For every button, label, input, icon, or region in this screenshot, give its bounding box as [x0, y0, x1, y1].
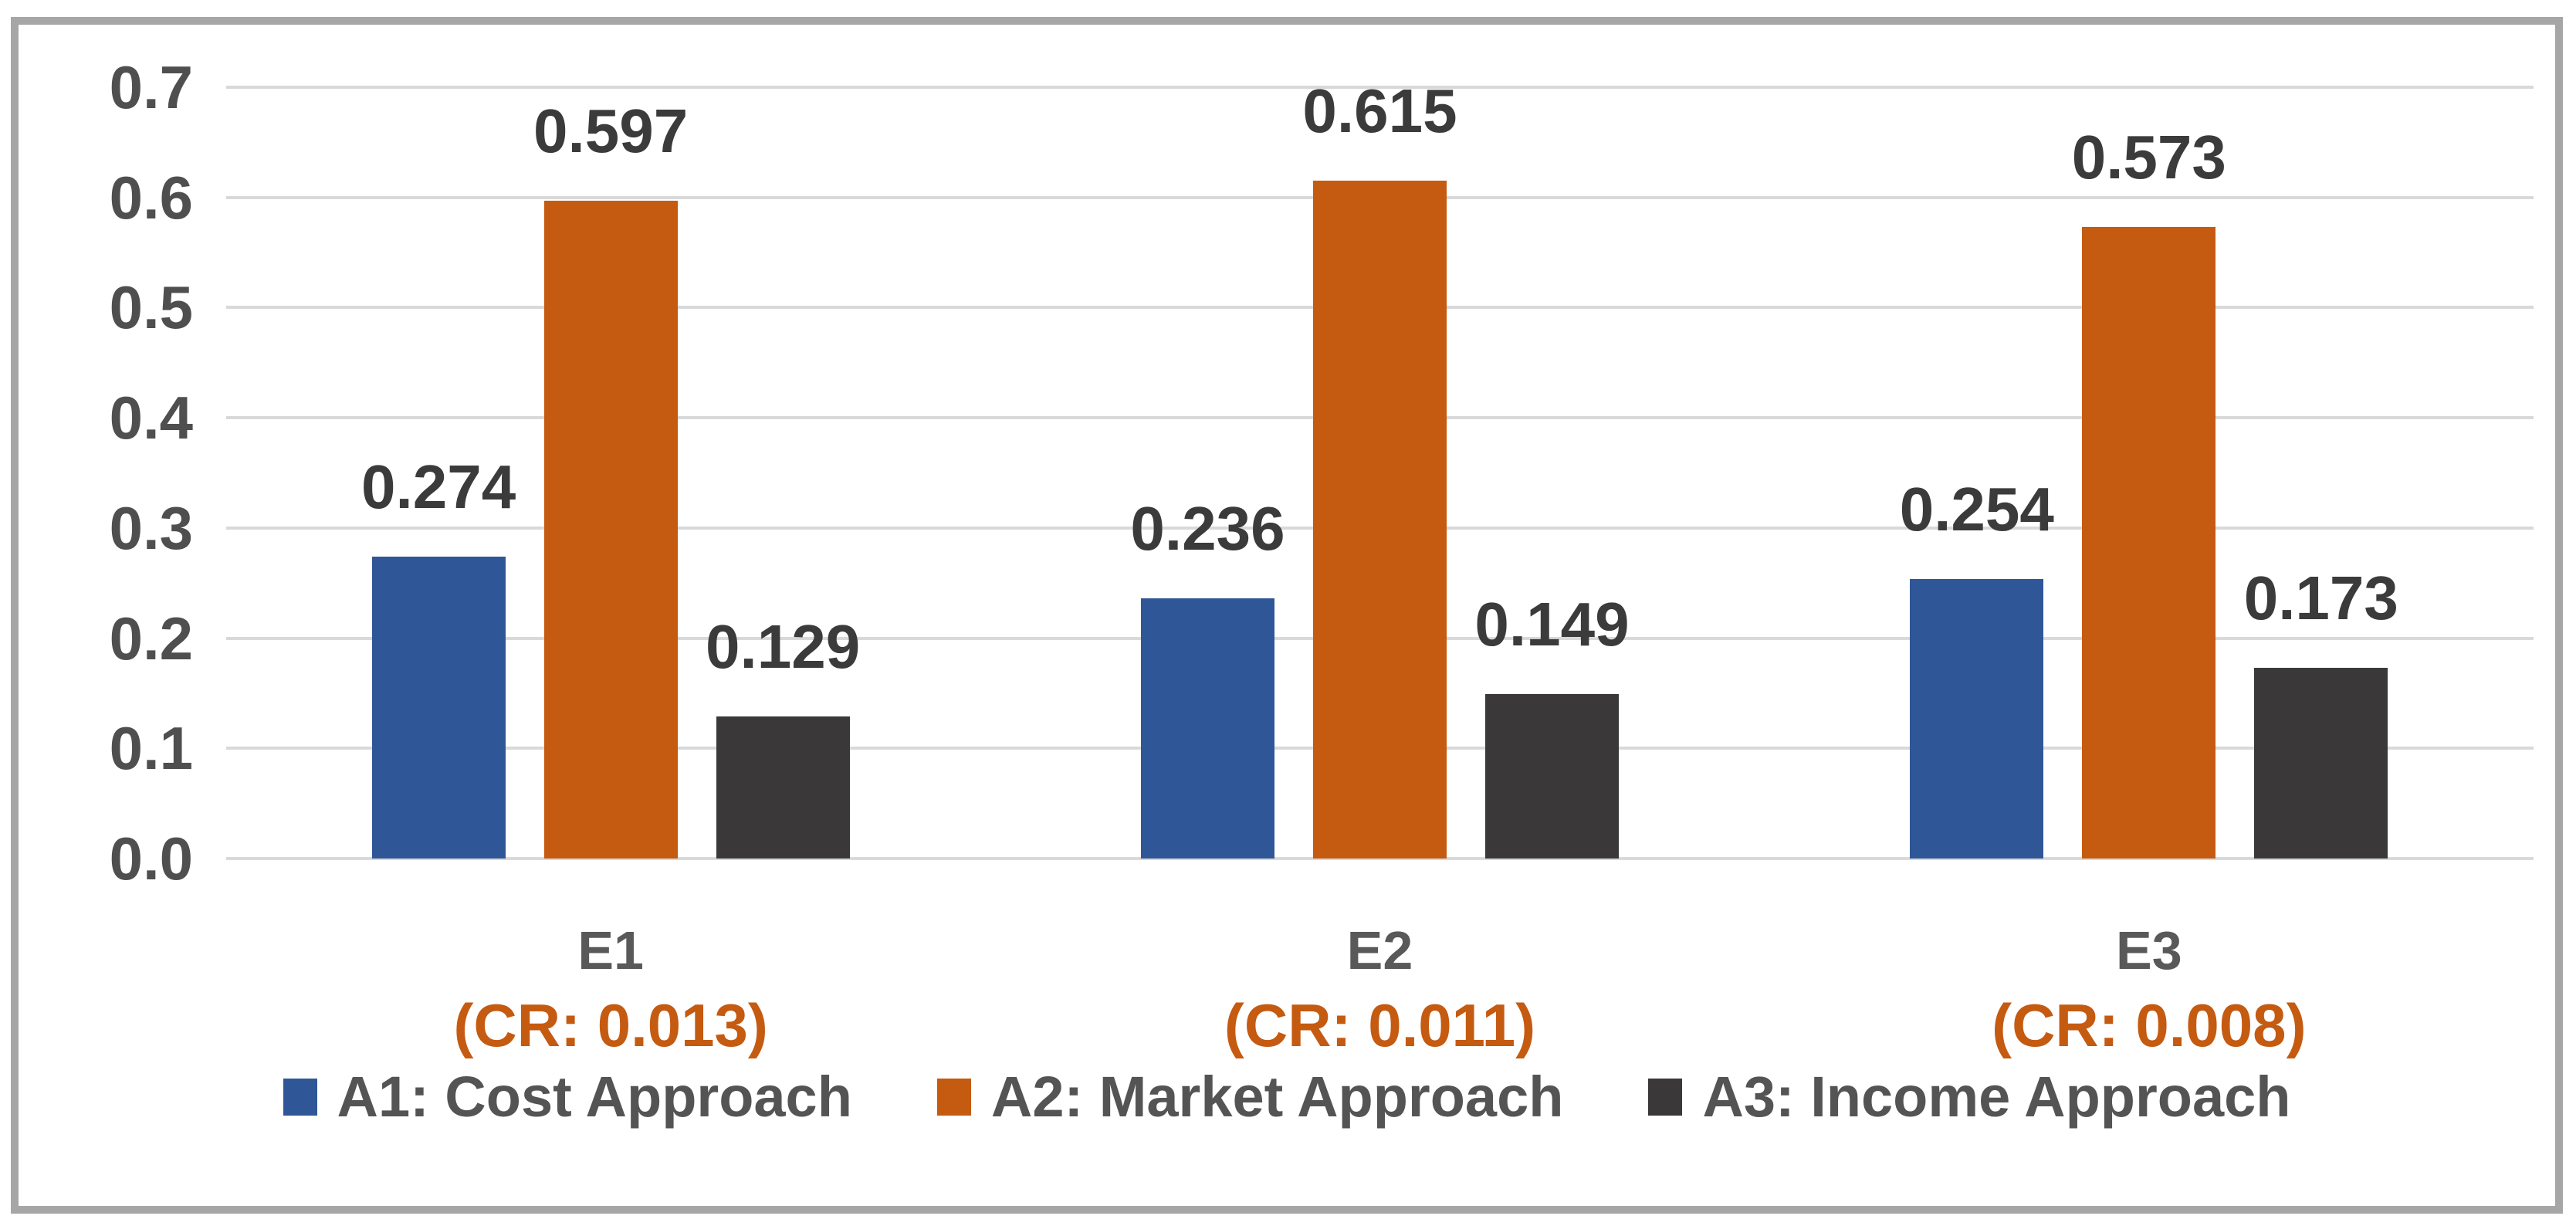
bar-group: 0.254 0.573 0.173	[1765, 87, 2534, 859]
y-axis-tick-label: 0.4	[109, 384, 193, 452]
bar-series-1: 0.254	[1900, 478, 2054, 859]
legend-item: A3: Income Approach	[1648, 1065, 2291, 1129]
y-axis-tick-label: 0.3	[109, 493, 193, 562]
bar-group: 0.236 0.615 0.149	[995, 80, 1764, 859]
gridline	[226, 86, 2534, 89]
category-label: E3	[2116, 920, 2182, 980]
bar-value-label: 0.236	[1130, 494, 1285, 564]
bar-series-3: 0.173	[2244, 567, 2398, 859]
bar-series-2: 0.615	[1302, 80, 1457, 859]
category-label: E1	[577, 920, 644, 980]
category-cr-label: (CR: 0.011)	[1224, 991, 1536, 1059]
y-axis-tick-label: 0.2	[109, 604, 193, 672]
bar-value-label: 0.254	[1899, 474, 2054, 544]
category-cr-label: (CR: 0.008)	[1992, 991, 2307, 1059]
bar-series-3: 0.149	[1474, 594, 1630, 859]
y-axis-tick-label: 0.5	[109, 273, 193, 342]
legend: A1: Cost Approach A2: Market Approach A3: …	[19, 1069, 2555, 1126]
bar-value-label: 0.615	[1302, 76, 1457, 146]
y-axis-tick-label: 0.6	[109, 163, 193, 232]
bar-group: 0.274 0.597 0.129	[226, 87, 995, 859]
category-cr-label: (CR: 0.013)	[453, 991, 768, 1059]
legend-item-label: A2: Market Approach	[990, 1065, 1564, 1129]
legend-item-label: A3: Income Approach	[1702, 1065, 2291, 1129]
y-axis-tick-label: 0.7	[109, 53, 193, 121]
bar-value-label: 0.149	[1474, 590, 1630, 659]
legend-color-marker	[936, 1079, 971, 1116]
bar-series-2: 0.573	[2072, 127, 2226, 859]
y-axis-tick-label: 0.1	[109, 714, 193, 783]
plot-area: 0.0 0.1 0.2 0.3 0.4 0.5 0.6 0.7 0.274 0.597 0.129…	[110, 57, 2534, 889]
bar-series-1: 0.274	[361, 456, 516, 859]
bar-series-1: 0.236	[1130, 498, 1285, 859]
gridline	[226, 857, 2534, 860]
bar-value-label: 0.173	[2243, 564, 2398, 633]
legend-item: A1: Cost Approach	[283, 1069, 852, 1126]
x-axis: E1 (CR: 0.013) E2 (CR: 0.011) E3 (CR: 0.008)	[226, 923, 2534, 1101]
y-axis-tick-label: 0.0	[109, 825, 193, 892]
bars-layer: 0.274 0.597 0.129 0.236 0.615 0.149 0.254 0.573…	[226, 80, 2534, 859]
category-label-group: E1 (CR: 0.013)	[226, 923, 995, 1062]
bar-series-3: 0.129	[706, 615, 860, 859]
bar-value-label: 0.274	[361, 452, 516, 521]
category-label-group: E2 (CR: 0.011)	[995, 923, 1764, 1062]
bar-value-label: 0.573	[2071, 123, 2226, 192]
legend-item: A2: Market Approach	[936, 1065, 1564, 1129]
bar-value-label: 0.129	[706, 611, 861, 681]
y-axis: 0.0 0.1 0.2 0.3 0.4 0.5 0.6 0.7	[110, 57, 2534, 889]
legend-color-marker	[283, 1079, 317, 1116]
bar-series-2: 0.597	[533, 100, 688, 859]
bar-value-label: 0.597	[533, 97, 689, 165]
category-label: E2	[1346, 920, 1413, 980]
category-label-group: E3 (CR: 0.008)	[1765, 923, 2534, 1062]
legend-color-marker	[1648, 1079, 1683, 1116]
legend-item-label: A1: Cost Approach	[337, 1065, 852, 1129]
chart-border-frame: 0.0 0.1 0.2 0.3 0.4 0.5 0.6 0.7 0.274 0.597 0.129…	[11, 17, 2563, 1214]
